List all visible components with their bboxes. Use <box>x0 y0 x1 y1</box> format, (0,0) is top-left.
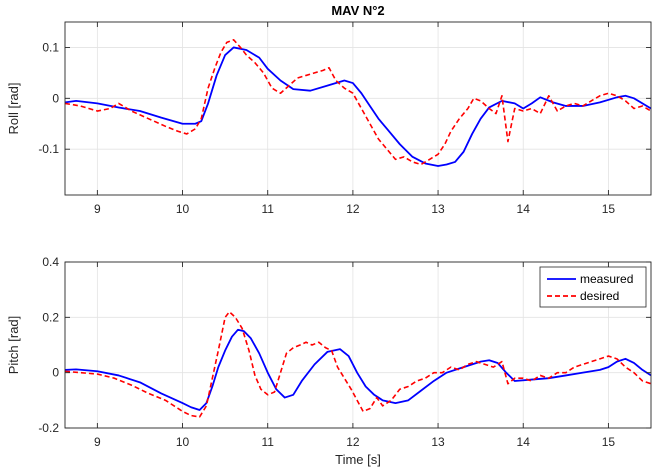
x-tick-label: 15 <box>602 435 616 449</box>
subplot-1: 9 10 11 12 13 14 15 0.1 0 -0.1 Roll [rad] <box>6 21 652 216</box>
legend-label-measured: measured <box>580 272 633 286</box>
axes-box <box>64 261 652 429</box>
x-tick-label: 11 <box>261 435 274 449</box>
x-tick-label: 13 <box>431 202 445 216</box>
y-axis-label: Pitch [rad] <box>6 316 21 375</box>
plot-area <box>65 22 651 195</box>
series-line-desired <box>65 311 651 418</box>
x-tick-label: 12 <box>346 435 360 449</box>
figure-title: MAV N°2 <box>331 3 384 18</box>
x-tick-label: 12 <box>346 202 360 216</box>
y-tick-label: -0.2 <box>38 421 59 435</box>
series-line-measured <box>65 328 651 411</box>
y-tick-label: 0 <box>52 366 59 380</box>
y-tick-label: -0.1 <box>38 142 59 156</box>
y-tick-label: 0.4 <box>42 255 59 269</box>
x-tick-label: 15 <box>602 202 616 216</box>
x-tick-label: 9 <box>94 202 101 216</box>
y-axis-label: Roll [rad] <box>6 82 21 134</box>
legend-label-desired: desired <box>580 289 619 303</box>
series-line-desired <box>65 39 651 166</box>
subplot-2: 9 10 11 12 13 14 15 0.4 0.2 0 -0.2 Pitch [rad] Time … <box>6 255 652 467</box>
legend-box <box>539 266 647 308</box>
x-tick-label: 14 <box>517 202 531 216</box>
x-tick-label: 13 <box>431 435 445 449</box>
y-tick-label: 0 <box>52 91 59 105</box>
x-tick-label: 9 <box>94 435 101 449</box>
series-line-measured <box>65 46 651 167</box>
x-tick-label: 14 <box>517 435 531 449</box>
axes-box <box>64 21 652 196</box>
legend: measured desired <box>539 266 647 308</box>
y-tick-label: 0.1 <box>42 40 59 54</box>
x-axis-label: Time [s] <box>335 452 381 467</box>
x-tick-label: 10 <box>176 202 190 216</box>
y-tick-label: 0.2 <box>42 310 59 324</box>
x-tick-label: 10 <box>176 435 190 449</box>
x-tick-label: 11 <box>261 202 274 216</box>
